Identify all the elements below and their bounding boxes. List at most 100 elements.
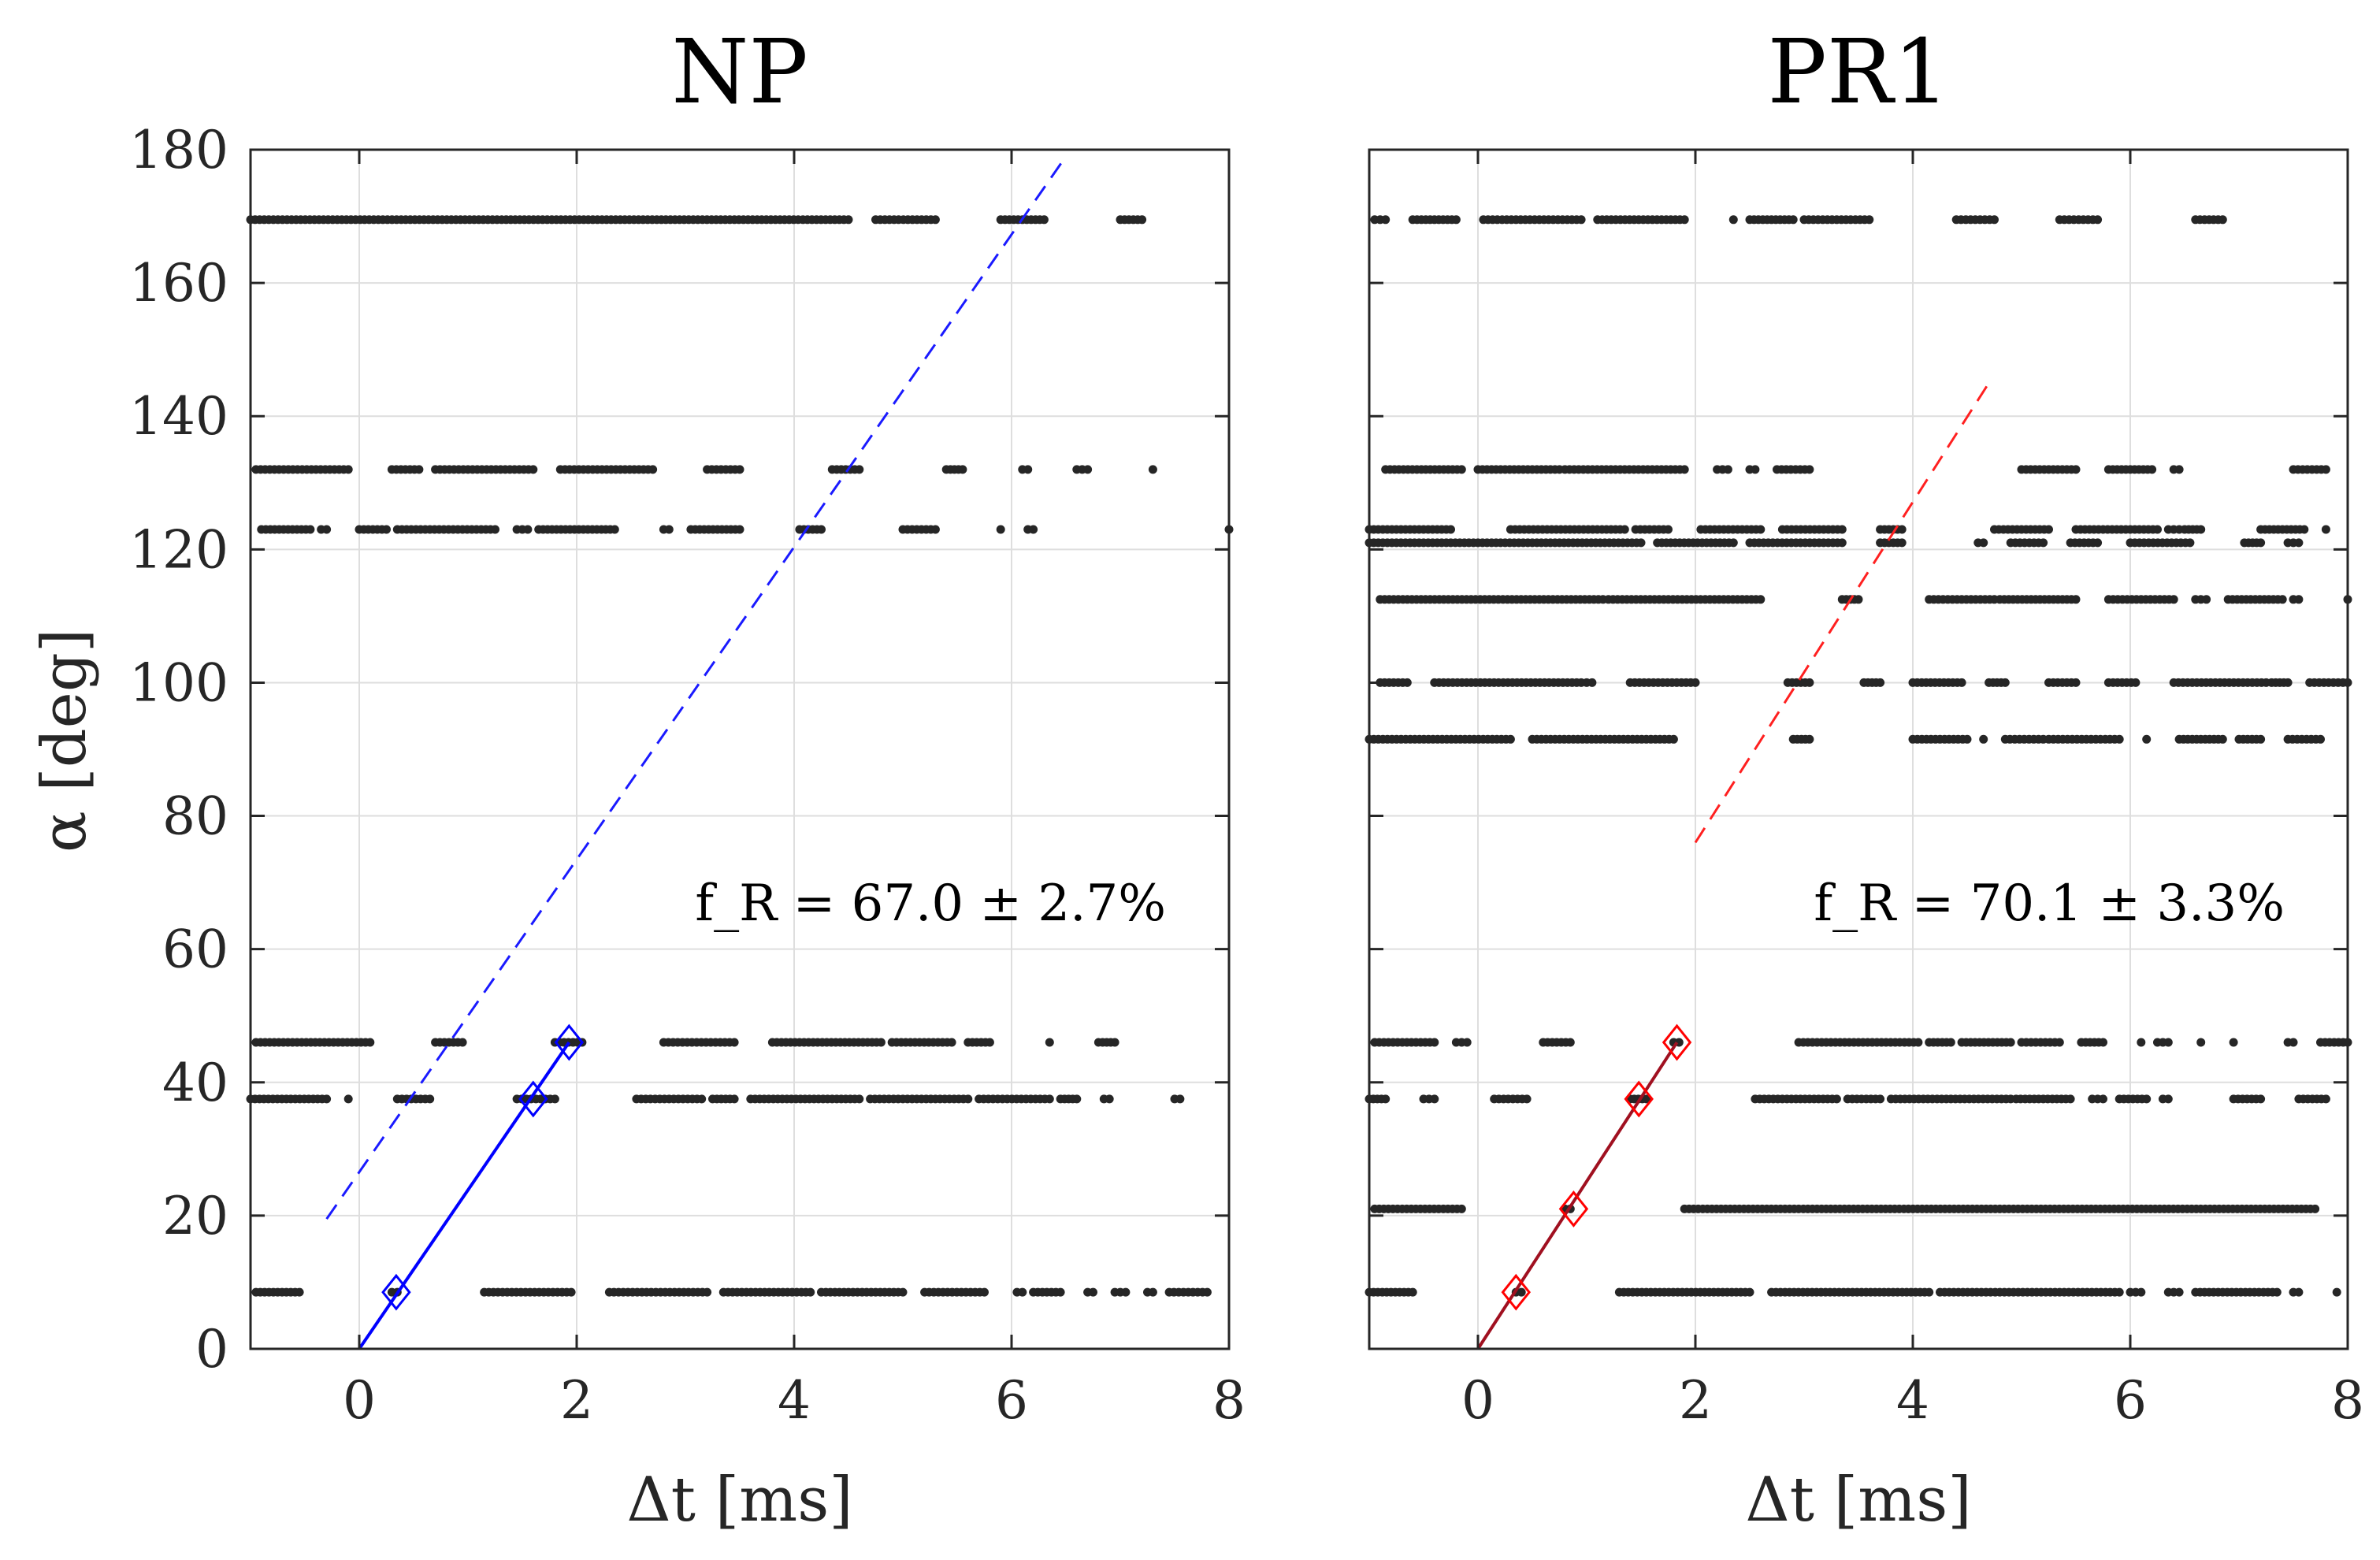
data-point (2093, 215, 2103, 225)
x-tick-label: 4 (778, 1370, 811, 1431)
data-point (2071, 465, 2081, 474)
data-point (322, 525, 332, 534)
data-point (491, 525, 499, 534)
data-point (1837, 525, 1847, 534)
data-point (1837, 538, 1847, 548)
data-point (2174, 465, 2184, 474)
data-point (2294, 1287, 2304, 1297)
data-point (1876, 1094, 1885, 1104)
data-point (806, 1287, 815, 1297)
data-point (610, 525, 619, 534)
data-point (1381, 1094, 1390, 1104)
data-point (1680, 465, 1689, 474)
data-point (1664, 525, 1673, 534)
data-point (1576, 215, 1586, 225)
data-point (2000, 678, 2010, 687)
data-point (2137, 1038, 2146, 1047)
y-tick-label: 20 (162, 1186, 228, 1246)
data-point (2115, 734, 2124, 744)
data-point (414, 465, 424, 474)
data-point (980, 1287, 989, 1297)
y-axis-label: α [deg] (29, 629, 100, 852)
data-point (2148, 465, 2157, 474)
data-point (458, 1038, 467, 1047)
y-tick-label: 40 (162, 1053, 228, 1113)
fit-marker (1662, 1023, 1692, 1061)
data-point (1083, 465, 1093, 474)
data-point (1457, 1204, 1466, 1213)
data-point (1669, 734, 1678, 744)
data-point (1854, 595, 1863, 604)
data-point (2169, 595, 2178, 604)
data-point (2196, 525, 2206, 534)
data-point (1110, 1038, 1119, 1047)
data-point (2272, 1287, 2282, 1297)
data-point (1805, 465, 1814, 474)
data-point (735, 465, 744, 474)
data-point (1089, 1287, 1097, 1297)
data-point (1451, 215, 1461, 225)
data-point (1430, 1038, 1439, 1047)
data-point (566, 1287, 576, 1297)
data-point (985, 1038, 994, 1047)
data-point (1925, 1287, 1934, 1297)
data-point (703, 1287, 712, 1297)
data-point (295, 1287, 304, 1297)
data-point (366, 1038, 375, 1047)
data-point (1914, 1038, 1923, 1047)
data-point (1430, 1094, 1439, 1104)
data-point (817, 525, 826, 534)
data-point (2044, 525, 2053, 534)
dot-series (1365, 215, 2352, 1297)
data-point (1408, 1287, 1417, 1297)
data-point (1805, 734, 1814, 744)
dot-series (246, 215, 1234, 1297)
data-point (1680, 215, 1689, 225)
data-point (2142, 734, 2152, 744)
data-point (2153, 525, 2162, 534)
fit-marker (1624, 1080, 1654, 1118)
data-point (964, 1094, 973, 1104)
data-point (1045, 1038, 1054, 1047)
data-point (1962, 734, 1972, 744)
data-point (664, 525, 674, 534)
data-point (382, 525, 391, 534)
data-point (1121, 1287, 1131, 1297)
data-point (1751, 465, 1760, 474)
extrapolation-line (1694, 382, 1990, 844)
data-point (855, 465, 864, 474)
fraction-annotation: f_R = 70.1 ± 3.3% (1814, 875, 2285, 933)
data-point (730, 1038, 739, 1047)
data-point (2278, 595, 2287, 604)
data-point (2099, 1038, 2107, 1047)
data-point (1148, 465, 1157, 474)
data-point (2163, 1094, 2173, 1104)
x-tick-label: 2 (560, 1370, 593, 1431)
y-tick-label: 60 (162, 919, 228, 980)
axes-frame (1368, 148, 2349, 1350)
data-point (1897, 538, 1907, 548)
data-point (2131, 678, 2141, 687)
data-point (2332, 1287, 2341, 1297)
data-point (697, 1094, 707, 1104)
x-tick-label: 0 (343, 1370, 376, 1431)
data-point (2294, 595, 2304, 604)
data-point (1175, 1094, 1185, 1104)
data-point (1462, 1038, 1472, 1047)
data-point (855, 1094, 864, 1104)
data-point (1620, 525, 1629, 534)
data-point (958, 465, 967, 474)
data-point (1105, 1094, 1114, 1104)
data-point (1756, 525, 1766, 534)
fit-marker (1501, 1273, 1532, 1311)
data-point (1381, 215, 1390, 225)
data-point (947, 1038, 956, 1047)
data-point (2196, 1038, 2206, 1047)
data-point (730, 1094, 739, 1104)
data-point (2185, 538, 2195, 548)
data-point (425, 1094, 435, 1104)
data-point (2066, 1094, 2075, 1104)
data-point (2202, 595, 2211, 604)
fit-marker (381, 1273, 411, 1311)
data-point (1865, 215, 1874, 225)
